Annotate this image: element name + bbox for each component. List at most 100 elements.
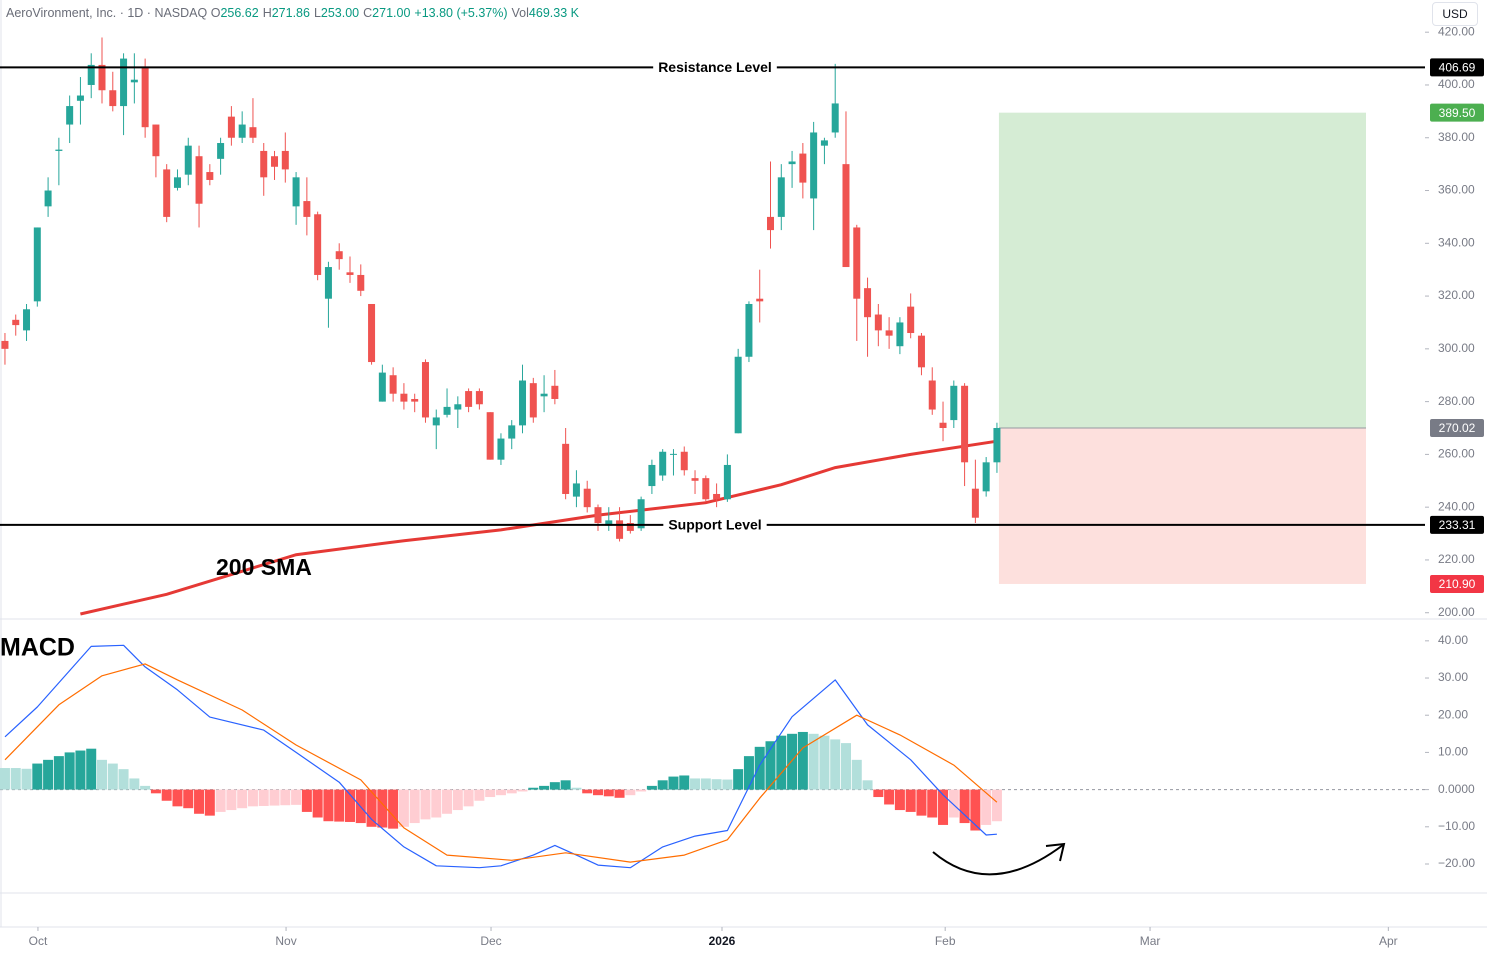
y-tick-label: 320.00: [1438, 288, 1475, 302]
histogram-bar: [64, 752, 75, 790]
y-tick-label: 240.00: [1438, 499, 1475, 513]
histogram-bar: [506, 789, 517, 794]
histogram-bar: [247, 789, 258, 807]
candle-body: [152, 124, 160, 157]
candle-body: [249, 127, 257, 138]
histogram-bar: [884, 789, 895, 805]
price-label-box: [1430, 418, 1484, 437]
candle-body: [745, 303, 753, 357]
histogram-bar: [636, 789, 647, 792]
candle-body: [76, 95, 84, 101]
y-tick-label: 260.00: [1438, 447, 1475, 461]
candle-body: [465, 391, 473, 407]
histogram-bar: [86, 748, 97, 790]
histogram-bar: [571, 787, 582, 790]
histogram-bar: [150, 789, 161, 794]
currency-button[interactable]: USD: [1432, 2, 1478, 26]
histogram-bar: [452, 789, 463, 811]
candle-body: [928, 380, 936, 410]
histogram-bar: [592, 789, 603, 796]
y-tick-label: 400.00: [1438, 77, 1475, 91]
header-key: H: [262, 6, 272, 20]
candle-body: [734, 356, 742, 434]
annotation-arrow: [932, 844, 1064, 876]
histogram-bar: [679, 775, 690, 790]
histogram-bar: [43, 759, 54, 790]
histogram-bar: [808, 733, 819, 790]
histogram-bar: [657, 780, 668, 790]
candle-body: [475, 391, 483, 405]
y-tick-label: 220.00: [1438, 552, 1475, 566]
histogram-bar: [442, 789, 453, 814]
sma-line: [80, 439, 998, 616]
candle-body: [529, 383, 537, 418]
histogram-bar: [690, 778, 701, 790]
candle-body: [109, 90, 117, 107]
y-tick-label: 380.00: [1438, 130, 1475, 144]
candle-body: [669, 453, 677, 455]
candle-body: [120, 58, 128, 107]
candle-body: [454, 404, 462, 410]
x-tick-label: Oct: [29, 934, 48, 948]
candle-body: [271, 156, 279, 167]
histogram-bar: [97, 759, 108, 790]
candle-body: [594, 507, 602, 524]
candle-body: [713, 493, 721, 500]
y-tick-label: 30.00: [1438, 670, 1468, 684]
candle-body: [389, 375, 397, 394]
candle-body: [842, 164, 850, 268]
price-label-box: [1430, 103, 1484, 122]
histogram-bar: [614, 789, 625, 798]
header-key: O: [210, 6, 221, 20]
y-tick-label: 40.00: [1438, 633, 1468, 647]
candle-body: [378, 372, 386, 402]
candle-body: [691, 478, 699, 481]
candle-body: [23, 309, 31, 331]
candle-body: [87, 64, 95, 85]
candle-body: [98, 64, 106, 91]
histogram-bar: [851, 759, 862, 790]
histogram-bar: [485, 789, 496, 798]
histogram-bar: [291, 789, 302, 805]
y-tick-label: 300.00: [1438, 341, 1475, 355]
symbol-header: AeroVironment, Inc. · 1D · NASDAQ O256.6…: [6, 6, 583, 20]
histogram-bar: [280, 789, 291, 806]
candle-body: [411, 398, 419, 402]
candle-body: [680, 451, 688, 471]
candle-body: [950, 385, 958, 421]
header-value: 271.00: [372, 6, 411, 20]
candle-body: [238, 124, 246, 138]
price-label-box: [1430, 574, 1484, 593]
histogram-bar: [409, 789, 420, 824]
candle-body: [648, 464, 656, 487]
histogram-bar: [474, 789, 485, 801]
candle-body: [702, 478, 710, 500]
candle-body: [44, 190, 52, 207]
candle-body: [335, 251, 343, 260]
histogram-bar: [344, 789, 355, 822]
histogram-bar: [765, 741, 776, 790]
histogram-bar: [948, 789, 959, 818]
candle-body: [519, 380, 527, 426]
candle-body: [195, 156, 203, 204]
histogram-bar: [959, 789, 970, 824]
candle-body: [831, 103, 839, 133]
histogram-bar: [75, 750, 86, 790]
candle-body: [767, 216, 775, 231]
candle-body: [917, 335, 925, 368]
x-tick-label: Feb: [935, 934, 956, 948]
histogram-bar: [927, 789, 938, 818]
histogram-bar: [463, 789, 474, 807]
histogram-bar: [215, 789, 226, 812]
histogram-bar: [172, 789, 183, 807]
y-tick-label: 280.00: [1438, 394, 1475, 408]
histogram-bar: [334, 789, 345, 822]
candle-body: [788, 161, 796, 165]
candle-body: [400, 393, 408, 402]
candle-body: [659, 451, 667, 476]
histogram-bar: [981, 789, 992, 825]
histogram-bar: [237, 789, 248, 809]
candle-body: [777, 177, 785, 217]
histogram-bar: [0, 768, 10, 790]
